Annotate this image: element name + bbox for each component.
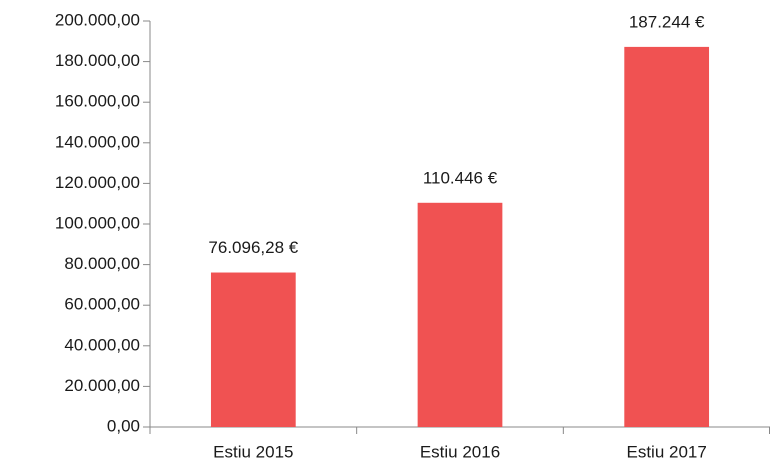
y-tick-label: 160.000,00 bbox=[55, 92, 140, 111]
value-label: 110.446 € bbox=[423, 168, 498, 187]
y-tick-label: 140.000,00 bbox=[55, 132, 140, 151]
value-label: 76.096,28 € bbox=[208, 238, 298, 257]
bar bbox=[210, 272, 296, 427]
y-tick-label: 60.000,00 bbox=[64, 295, 140, 314]
y-tick-label: 0,00 bbox=[107, 416, 140, 435]
y-tick-label: 40.000,00 bbox=[64, 335, 140, 354]
y-tick-label: 180.000,00 bbox=[55, 51, 140, 70]
bar bbox=[624, 46, 710, 427]
value-label: 187.244 € bbox=[629, 12, 705, 31]
x-tick-label: Estiu 2015 bbox=[213, 442, 293, 461]
x-tick-label: Estiu 2017 bbox=[626, 442, 706, 461]
bar bbox=[417, 202, 503, 427]
x-tick-label: Estiu 2016 bbox=[420, 442, 500, 461]
y-tick-label: 100.000,00 bbox=[55, 213, 140, 232]
y-tick-label: 80.000,00 bbox=[64, 254, 140, 273]
y-tick-label: 120.000,00 bbox=[55, 173, 140, 192]
y-tick-label: 200.000,00 bbox=[55, 10, 140, 29]
y-tick-label: 20.000,00 bbox=[64, 376, 140, 395]
